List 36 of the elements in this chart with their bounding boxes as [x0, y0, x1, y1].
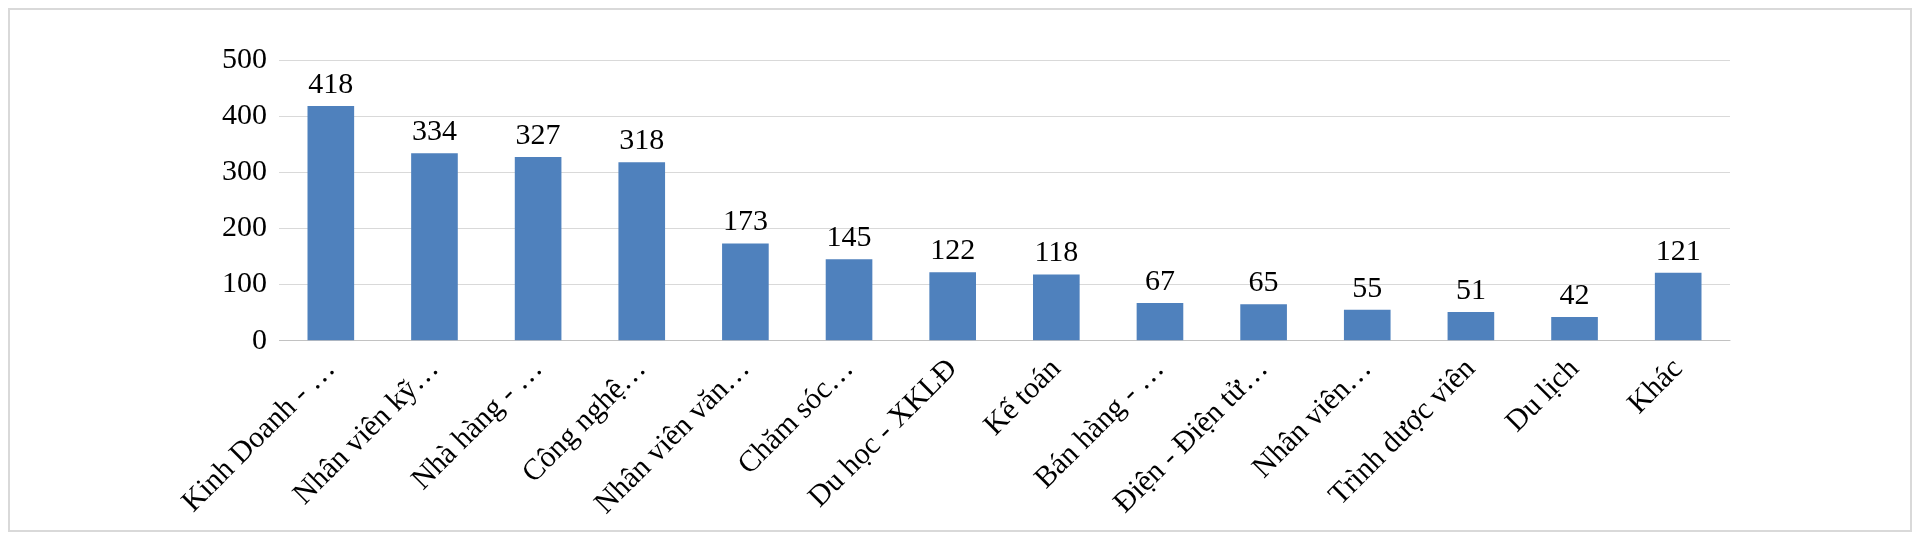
bar — [1343, 309, 1391, 341]
data-label: 145 — [826, 219, 872, 253]
bar — [1033, 274, 1080, 341]
bar — [1447, 312, 1495, 341]
bar — [411, 153, 458, 341]
y-tick-label: 100 — [222, 265, 267, 299]
data-label: 318 — [619, 122, 665, 156]
bar — [1136, 303, 1184, 341]
y-tick-label: 400 — [222, 97, 267, 130]
bar — [618, 162, 666, 341]
data-label: 118 — [1034, 234, 1079, 268]
y-tick-label: 200 — [222, 209, 267, 243]
bar — [514, 157, 562, 341]
data-label: 65 — [1248, 264, 1279, 298]
bar — [1240, 304, 1287, 341]
y-tick-label: 300 — [222, 153, 267, 187]
data-label: 51 — [1455, 271, 1486, 305]
bar — [1551, 317, 1598, 341]
y-tick-label: 500 — [222, 40, 267, 74]
data-label: 122 — [930, 232, 976, 266]
bar — [929, 272, 976, 341]
data-label: 173 — [722, 203, 768, 237]
data-label: 418 — [308, 65, 354, 99]
x-tick-label: Du lịch — [1497, 350, 1585, 438]
data-label: 67 — [1144, 262, 1175, 296]
data-label: 55 — [1352, 269, 1383, 303]
bar — [1654, 272, 1702, 341]
data-label: 42 — [1559, 276, 1590, 310]
data-label: 327 — [515, 116, 561, 150]
bar — [307, 106, 355, 341]
x-tick-label: Kế toán — [976, 350, 1067, 441]
y-tick-label: 0 — [252, 321, 267, 355]
data-label: 334 — [411, 113, 457, 147]
bar — [825, 259, 873, 341]
data-label: 121 — [1655, 232, 1701, 266]
bar — [722, 243, 769, 341]
